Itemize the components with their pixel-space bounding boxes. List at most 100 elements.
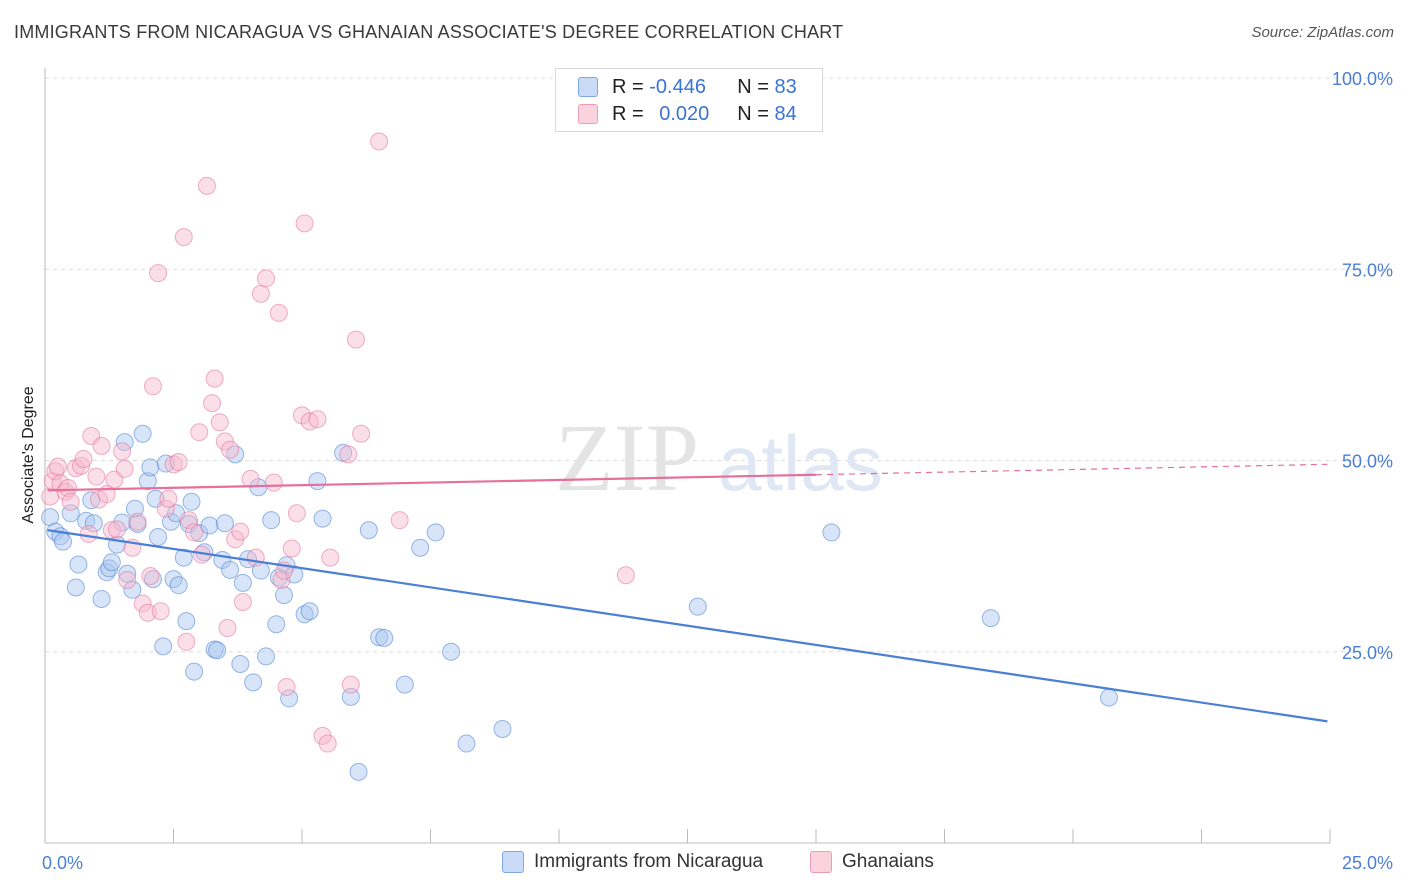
ghanaian-point <box>277 677 296 696</box>
ghanaian-point <box>177 632 196 651</box>
ghanaian-point <box>141 567 160 586</box>
y-tick-label: 100.0% <box>1332 69 1393 89</box>
nicaragua-point <box>82 491 101 510</box>
legend-r-value: 0.020 <box>659 102 710 125</box>
ghanaian-point <box>321 548 340 567</box>
series-label-ghanaians: Ghanaians <box>842 851 934 872</box>
nicaragua-point <box>69 555 88 574</box>
ghanaian-point <box>133 594 152 613</box>
ghanaian-point <box>390 511 409 530</box>
nicaragua-point <box>244 673 263 692</box>
ghanaian-point <box>241 469 260 488</box>
nicaragua-point <box>138 472 157 491</box>
ghanaian-point <box>210 413 229 432</box>
ghanaian-point <box>107 520 126 539</box>
ghanaian-point <box>295 214 314 233</box>
ghanaian-point <box>113 442 132 461</box>
ghanaian-trend-extension <box>815 463 1328 476</box>
series-swatch-ghanaians <box>810 851 832 873</box>
ghanaian-point <box>149 264 168 283</box>
ghanaian-point <box>79 524 98 543</box>
axes <box>44 68 1331 844</box>
ghanaian-point <box>48 457 67 476</box>
nicaragua-point <box>164 570 183 589</box>
nicaragua-point <box>411 538 430 557</box>
ghanaian-point <box>61 492 80 511</box>
trend-lines <box>47 463 1328 723</box>
ghanaian-point <box>169 453 188 472</box>
nicaragua-point <box>822 523 841 542</box>
nicaragua-point <box>457 734 476 753</box>
watermark: ZIP atlas <box>555 404 883 511</box>
ghanaian-point <box>118 570 137 589</box>
legend-n-value: 83 <box>774 75 797 98</box>
nicaragua-point <box>118 564 137 583</box>
ghanaian-point <box>59 479 78 498</box>
ghanaian-point <box>287 504 306 523</box>
x-tick-label: 25.0% <box>1342 853 1393 873</box>
tick-labels: 25.0% 50.0% 75.0% 100.0% 0.0% 25.0% <box>42 69 1393 873</box>
ghanaian-point <box>115 459 134 478</box>
nicaragua-point <box>102 553 121 572</box>
y-tick-label: 50.0% <box>1342 452 1393 472</box>
legend-n-label: N = <box>737 75 775 98</box>
nicaragua-point <box>359 521 378 540</box>
nicaragua-point <box>208 641 227 660</box>
nicaragua-point <box>688 597 707 616</box>
nicaragua-point <box>133 424 152 443</box>
nicaragua-point <box>300 602 319 621</box>
nicaragua-point <box>280 689 299 708</box>
legend-row-ghanaians: R = 0.020 N = 84 <box>578 101 797 127</box>
ghanaian-point <box>246 548 265 567</box>
x-tick-label: 0.0% <box>42 853 83 873</box>
source-note: Source: ZipAtlas.com <box>1251 24 1394 41</box>
nicaragua-point <box>156 454 175 473</box>
nicaragua-point <box>308 472 327 491</box>
nicaragua-point <box>221 560 240 579</box>
nicaragua-point <box>426 523 445 542</box>
nicaragua-point <box>66 578 85 597</box>
legend-swatch-ghanaians <box>578 104 598 124</box>
legend-n-value: 84 <box>774 102 797 125</box>
ghanaian-point <box>221 440 240 459</box>
nicaragua-point <box>41 508 60 527</box>
y-tick-label: 75.0% <box>1342 260 1393 280</box>
y-tick-label: 25.0% <box>1342 643 1393 663</box>
nicaragua-point <box>275 586 294 605</box>
nicaragua-point <box>442 642 461 661</box>
ghanaian-point <box>346 330 365 349</box>
legend-r-label: R = <box>612 102 650 125</box>
nicaragua-point <box>370 628 389 647</box>
nicaragua-trend-line <box>47 529 1328 723</box>
nicaragua-point <box>185 662 204 681</box>
series-label-nicaragua: Immigrants from Nicaragua <box>534 851 764 872</box>
y-axis-label: Associate's Degree <box>20 386 37 523</box>
ghanaian-point <box>308 410 327 429</box>
nicaragua-point <box>341 687 360 706</box>
ghanaian-point <box>71 456 90 475</box>
nicaragua-point <box>493 720 512 739</box>
ghanaian-point <box>370 132 389 151</box>
series-swatch-nicaragua <box>502 851 524 873</box>
ghanaian-point <box>218 619 237 638</box>
series-legend: Immigrants from Nicaragua Ghanaians <box>0 851 1406 879</box>
nicaragua-point <box>190 524 209 543</box>
ghanaian-point <box>318 734 337 753</box>
nicaragua-point <box>262 511 281 530</box>
ghanaian-point <box>190 423 209 442</box>
ghanaian-point <box>138 603 157 622</box>
ghanaian-point <box>269 303 288 322</box>
nicaragua-point <box>349 762 368 781</box>
ghanaian-point <box>203 394 222 413</box>
data-points <box>41 132 1118 781</box>
legend-r-value: -0.446 <box>649 75 706 98</box>
legend-n-label: N = <box>737 102 775 125</box>
legend-r-label: R = <box>612 75 650 98</box>
ghanaian-trend-line <box>47 473 817 492</box>
ghanaian-point <box>197 176 216 195</box>
ghanaian-point <box>205 369 224 388</box>
ghanaian-point <box>251 284 270 303</box>
ghanaian-point <box>231 522 250 541</box>
legend-swatch-nicaragua <box>578 77 598 97</box>
